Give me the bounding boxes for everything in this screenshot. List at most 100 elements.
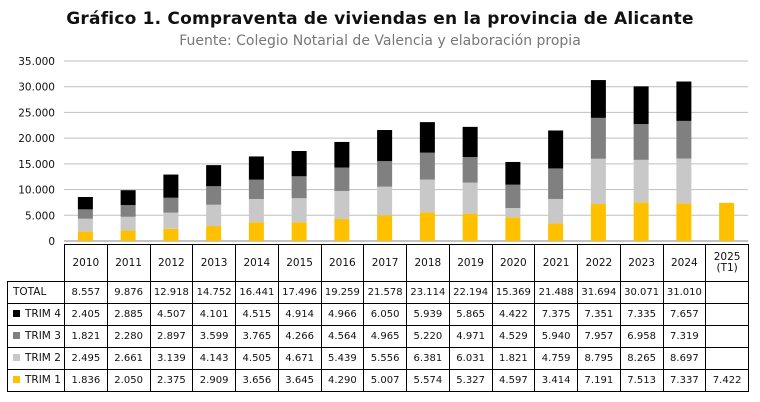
data-label: 4.422 <box>491 303 536 326</box>
y-tick-label: 15.000 <box>18 159 55 171</box>
chart-title: Gráfico 1. Compraventa de viviendas en l… <box>66 9 694 29</box>
data-label: 4.971 <box>448 325 493 348</box>
bar-segment <box>377 186 393 216</box>
bar-segment <box>462 126 478 158</box>
bar-segment <box>633 159 649 203</box>
data-label: 4.564 <box>320 325 365 348</box>
data-label: 9.876 <box>106 281 151 304</box>
table-corner <box>7 244 65 282</box>
data-label: 14.752 <box>192 281 236 304</box>
data-label: 3.765 <box>235 325 279 348</box>
data-label: 6.031 <box>448 347 493 370</box>
data-label: 8.795 <box>577 347 621 370</box>
data-label: 2.375 <box>149 369 194 392</box>
bar-segment <box>548 198 564 224</box>
data-label: 4.597 <box>491 369 536 392</box>
data-label: 7.957 <box>577 325 621 348</box>
data-label: 7.351 <box>577 303 621 326</box>
data-label: 4.290 <box>320 369 365 392</box>
data-label: 5.574 <box>406 369 450 392</box>
table-row: TRIM 4 2.405 2.885 4.507 4.101 4.515 4.914 4.96… <box>7 303 749 326</box>
x-tick-label: 2019 <box>448 244 493 282</box>
data-label: 5.939 <box>406 303 450 326</box>
bar-segment <box>548 168 564 199</box>
bar-segment <box>419 179 435 213</box>
legend-entry: TRIM 3 <box>7 325 65 348</box>
y-tick-label: 35.000 <box>18 56 55 68</box>
data-label: 6.381 <box>406 347 450 370</box>
data-label: 2.280 <box>106 325 151 348</box>
bar-segment <box>462 213 478 241</box>
data-label <box>705 325 749 348</box>
data-label: 5.940 <box>534 325 578 348</box>
bar-segment <box>505 161 521 185</box>
x-tick-label: 2010 <box>64 244 108 282</box>
chart-subtitle: Fuente: Colegio Notarial de Valencia y e… <box>179 33 581 49</box>
data-label: 3.599 <box>192 325 236 348</box>
data-label: 7.513 <box>619 369 664 392</box>
bar-segment <box>77 218 93 232</box>
data-label: 7.422 <box>705 369 749 392</box>
data-label: 1.836 <box>64 369 108 392</box>
table-row: TRIM 3 1.821 2.280 2.897 3.599 3.765 4.266 4.56… <box>7 325 749 348</box>
data-label: 21.578 <box>363 281 407 304</box>
x-tick-label: 2023 <box>619 244 664 282</box>
bar-segment <box>590 80 606 118</box>
data-label: 7.191 <box>577 369 621 392</box>
data-label: 15.369 <box>491 281 536 304</box>
bar-segment <box>719 202 735 241</box>
bar-segment <box>334 141 350 168</box>
bar-segment <box>163 212 179 229</box>
bar-segment <box>633 202 649 241</box>
table-row: TRIM 1 1.836 2.050 2.375 2.909 3.656 3.645 4.29… <box>7 369 749 392</box>
bar-segment <box>590 158 606 205</box>
data-label: 3.656 <box>235 369 279 392</box>
data-label: 4.101 <box>192 303 236 326</box>
data-label: 19.259 <box>320 281 365 304</box>
bar-segment <box>291 176 307 199</box>
bar-segment <box>291 151 307 177</box>
legend-swatch <box>13 353 20 361</box>
bar-segment <box>676 81 692 121</box>
table-row: TRIM 2 2.495 2.661 3.139 4.143 4.505 4.671 5.43… <box>7 347 749 370</box>
data-label: 21.488 <box>534 281 578 304</box>
bar-segment <box>676 158 692 204</box>
bar-segment <box>206 204 222 227</box>
data-label: 2.909 <box>192 369 236 392</box>
data-label: 2.405 <box>64 303 108 326</box>
x-tick-label: 2025 (T1) <box>705 244 749 282</box>
data-label: 2.050 <box>106 369 151 392</box>
data-label: 3.645 <box>277 369 322 392</box>
bar-segment <box>206 186 222 205</box>
data-label: 5.220 <box>406 325 450 348</box>
bar-segment <box>419 122 435 153</box>
data-label: 30.071 <box>619 281 664 304</box>
x-tick-label: 2014 <box>235 244 279 282</box>
data-label: 4.529 <box>491 325 536 348</box>
bar-segment <box>505 207 521 218</box>
bar-segment <box>377 130 393 162</box>
data-label: 5.327 <box>448 369 493 392</box>
data-label: 2.885 <box>106 303 151 326</box>
data-label: 7.657 <box>662 303 707 326</box>
data-label <box>705 347 749 370</box>
bar-segment <box>676 120 692 159</box>
bar-segment <box>77 231 93 241</box>
bar-segment <box>548 223 564 241</box>
bar-segment <box>419 212 435 241</box>
bar-segment <box>163 197 179 213</box>
bar-segment <box>505 184 521 208</box>
data-label: 2.495 <box>64 347 108 370</box>
bar-segment <box>590 117 606 159</box>
bar-segment <box>377 215 393 241</box>
y-tick-label: 30.000 <box>18 82 55 94</box>
data-label: 5.556 <box>363 347 407 370</box>
data-label: 5.865 <box>448 303 493 326</box>
bar-segment <box>462 157 478 183</box>
bar-segment <box>334 218 350 241</box>
legend-entry: TOTAL <box>7 281 65 304</box>
x-tick-label: 2021 <box>534 244 578 282</box>
data-label: 17.496 <box>277 281 322 304</box>
data-label <box>705 303 749 326</box>
bar-segment <box>120 205 136 217</box>
